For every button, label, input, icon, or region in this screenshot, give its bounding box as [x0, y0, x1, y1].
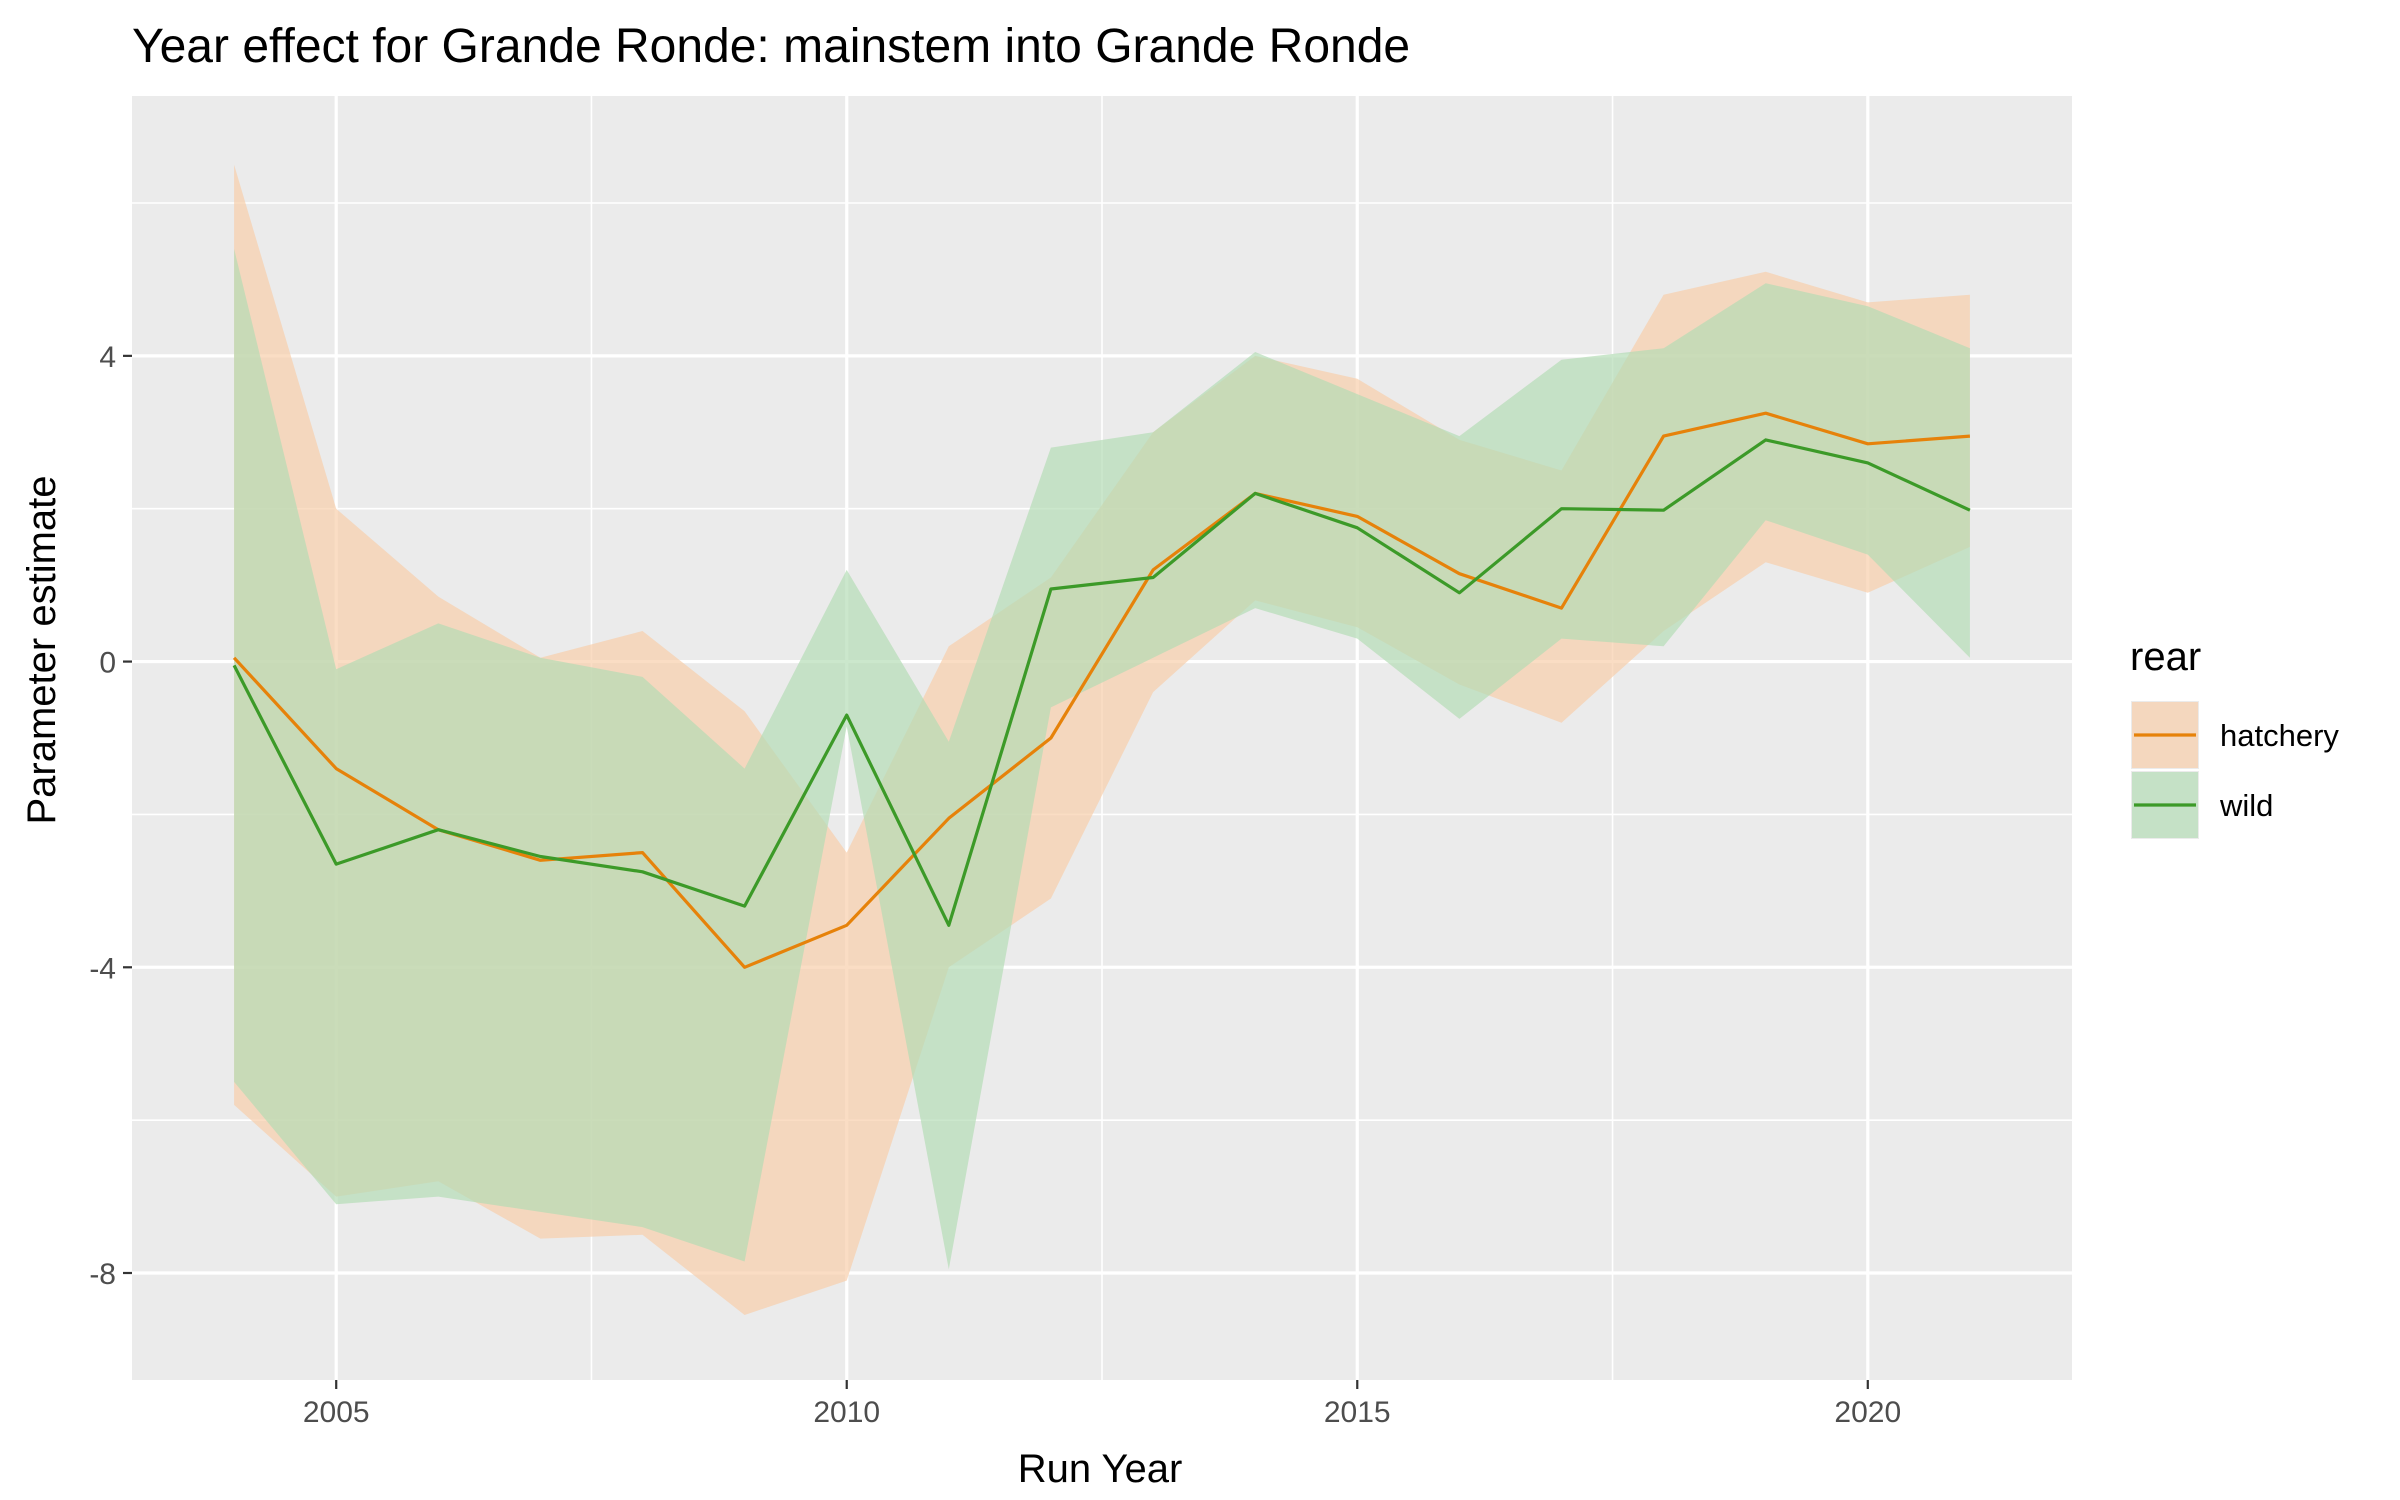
y-axis-ticks: -8 -4 0 4	[89, 341, 132, 1291]
y-tick-label: -4	[89, 952, 116, 985]
chart-title: Year effect for Grande Ronde: mainstem i…	[132, 20, 1410, 73]
legend: rear hatchery wild	[2129, 635, 2339, 841]
y-axis-title: Parameter estimate	[20, 475, 64, 824]
x-tick-label: 2015	[1324, 1396, 1391, 1429]
x-tick-label: 2020	[1834, 1396, 1901, 1429]
confidence-bands	[234, 164, 1970, 1315]
legend-label-hatchery: hatchery	[2220, 718, 2339, 753]
y-tick-label: -8	[89, 1258, 116, 1291]
series-line-hatchery	[232, 411, 1971, 969]
series-lines	[232, 411, 1971, 969]
x-tick-label: 2005	[303, 1396, 370, 1429]
x-axis-ticks: 2005 2010 2015 2020	[303, 1380, 1901, 1429]
legend-label-wild: wild	[2219, 788, 2273, 823]
x-axis-title: Run Year	[1018, 1447, 1183, 1491]
y-tick-label: 0	[99, 647, 116, 680]
y-tick-label: 4	[99, 341, 116, 374]
legend-title: rear	[2130, 635, 2201, 679]
x-tick-label: 2010	[813, 1396, 880, 1429]
series-line-wild	[232, 438, 1971, 927]
band-wild	[234, 248, 1970, 1270]
